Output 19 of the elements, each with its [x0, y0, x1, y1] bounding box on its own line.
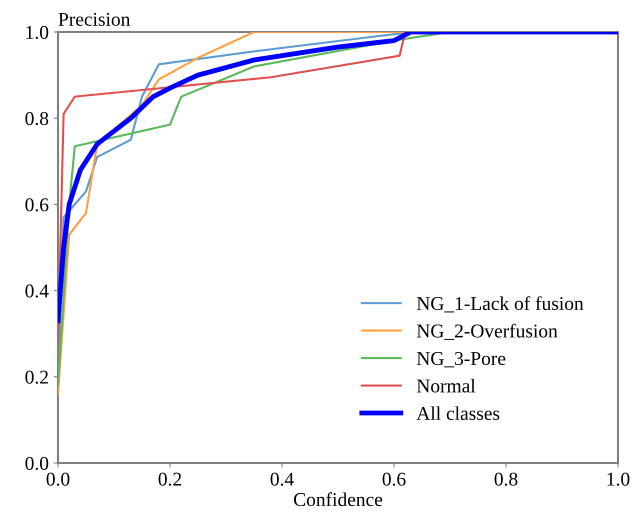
- y-tick-label: 1.0: [26, 26, 48, 40]
- y-tick-label: 0.0: [25, 456, 48, 470]
- legend-label: NG_3-Pore: [416, 352, 506, 368]
- x-tick-label: 0.2: [158, 472, 182, 486]
- y-tick-label: 0.8: [25, 112, 48, 126]
- y-tick-label: 0.6: [25, 198, 48, 212]
- legend-label: NG_1-Lack of fusion: [416, 296, 584, 312]
- legend-label: NG_2-Overfusion: [416, 324, 558, 340]
- y-tick-label: 0.4: [25, 284, 49, 298]
- x-tick-label: 1.0: [608, 472, 630, 486]
- legend-label: All classes: [416, 406, 500, 420]
- x-tick-label: 0.4: [270, 472, 294, 486]
- y-tick-label: 0.2: [25, 370, 48, 384]
- x-tick-label: 0.8: [494, 472, 518, 486]
- x-axis-title: Confidence: [294, 492, 382, 506]
- y-axis-title: Precision: [58, 12, 130, 26]
- legend-label: Normal: [416, 378, 476, 393]
- x-tick-label: 0.6: [382, 472, 406, 486]
- x-tick-label: 0.0: [46, 472, 70, 486]
